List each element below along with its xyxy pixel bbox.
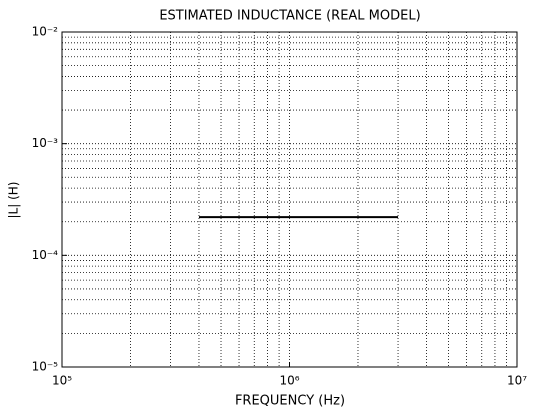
- x-tick-label: 10⁵: [52, 374, 72, 388]
- plot-frame: [61, 31, 518, 368]
- x-tick-label: 10⁷: [507, 374, 527, 388]
- y-tick-label: 10⁻²: [32, 25, 59, 39]
- y-axis-label: |L| (H): [7, 182, 21, 219]
- y-tick-label: 10⁻⁵: [32, 360, 59, 374]
- chart-title: ESTIMATED INDUCTANCE (REAL MODEL): [159, 9, 420, 24]
- y-tick-label: 10⁻⁴: [32, 248, 59, 262]
- y-tick-label: 10⁻³: [32, 136, 59, 150]
- x-axis-label: FREQUENCY (Hz): [235, 394, 345, 409]
- x-tick-label: 10⁶: [279, 374, 299, 388]
